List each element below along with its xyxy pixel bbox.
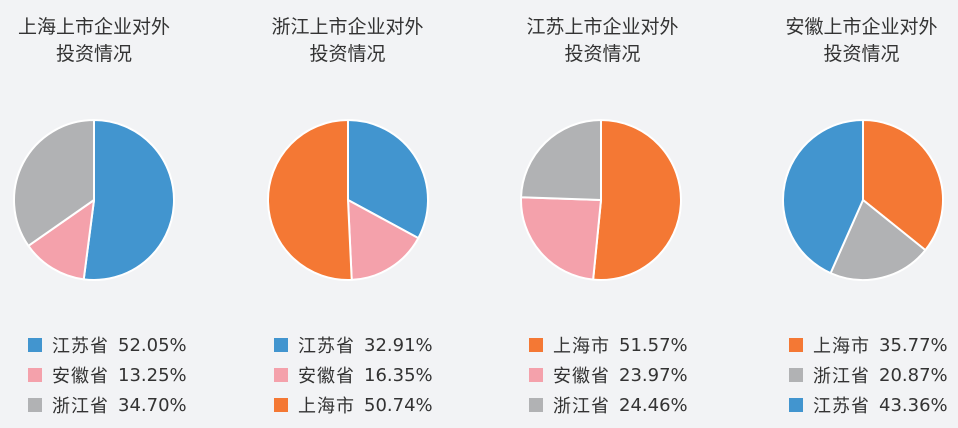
- chart-panel-zhejiang: 浙江上市企业对外 投资情况 江苏省 32.91% 安徽省 16.35% 上海市 …: [250, 0, 445, 428]
- pie-slice: [592, 119, 682, 281]
- pie-chart: [520, 119, 682, 281]
- pie-slice: [13, 119, 95, 247]
- legend-item: 安徽省 16.35%: [274, 360, 433, 390]
- chart-title-line-1: 浙江上市企业对外: [271, 16, 424, 38]
- legend-item: 上海市 35.77%: [789, 330, 948, 360]
- chart-title-line-2: 投资情况: [823, 43, 900, 65]
- chart-panel-shanghai: 上海上市企业对外 投资情况 江苏省 52.05% 安徽省 13.25% 浙江省 …: [0, 0, 188, 428]
- legend-label: 上海市: [813, 336, 870, 357]
- pie-slice: [82, 119, 175, 281]
- legend-swatch: [789, 368, 803, 382]
- chart-title-line-2: 投资情况: [55, 43, 132, 65]
- legend-value: 24.46%: [619, 394, 688, 416]
- legend-label: 浙江省: [52, 396, 109, 417]
- legend-label: 江苏省: [813, 396, 870, 417]
- legend-label: 安徽省: [52, 366, 109, 387]
- legend-item: 浙江省 34.70%: [28, 390, 187, 420]
- chart-panel-anhui: 安徽上市企业对外 投资情况 上海市 35.77% 浙江省 20.87% 江苏省 …: [765, 0, 958, 428]
- legend-value: 34.70%: [118, 394, 187, 416]
- legend: 上海市 51.57% 安徽省 23.97% 浙江省 24.46%: [529, 330, 688, 420]
- chart-panel-jiangsu: 江苏上市企业对外 投资情况 上海市 51.57% 安徽省 23.97% 浙江省 …: [505, 0, 700, 428]
- legend-swatch: [529, 368, 543, 382]
- legend-value: 50.74%: [364, 394, 433, 416]
- legend-swatch: [529, 398, 543, 412]
- legend-value: 20.87%: [879, 364, 948, 386]
- legend: 上海市 35.77% 浙江省 20.87% 江苏省 43.36%: [789, 330, 948, 420]
- pie-chart: [13, 119, 175, 281]
- legend-label: 安徽省: [553, 366, 610, 387]
- chart-title: 浙江上市企业对外 投资情况: [250, 14, 445, 68]
- legend-label: 安徽省: [298, 366, 355, 387]
- chart-title: 江苏上市企业对外 投资情况: [505, 14, 700, 68]
- legend-value: 32.91%: [364, 334, 433, 356]
- legend-value: 35.77%: [879, 334, 948, 356]
- pie-slice: [862, 119, 944, 252]
- legend-label: 上海市: [298, 396, 355, 417]
- pie-slice: [347, 119, 429, 240]
- chart-title-line-2: 投资情况: [564, 43, 641, 65]
- chart-title-line-1: 江苏上市企业对外: [526, 16, 679, 38]
- pie-chart: [782, 119, 944, 281]
- chart-title-line-1: 上海上市企业对外: [17, 16, 170, 38]
- legend-swatch: [274, 338, 288, 352]
- legend-item: 浙江省 20.87%: [789, 360, 948, 390]
- legend-item: 江苏省 43.36%: [789, 390, 948, 420]
- pie-slice: [27, 199, 95, 281]
- legend: 江苏省 52.05% 安徽省 13.25% 浙江省 34.70%: [28, 330, 187, 420]
- legend-swatch: [28, 398, 42, 412]
- chart-title: 上海上市企业对外 投资情况: [0, 14, 188, 68]
- pie-slice: [782, 119, 864, 275]
- legend-swatch: [274, 398, 288, 412]
- legend-value: 23.97%: [619, 364, 688, 386]
- legend-value: 51.57%: [619, 334, 688, 356]
- legend-label: 江苏省: [298, 336, 355, 357]
- legend-label: 浙江省: [553, 396, 610, 417]
- legend-value: 43.36%: [879, 394, 948, 416]
- legend-item: 浙江省 24.46%: [529, 390, 688, 420]
- legend-value: 13.25%: [118, 364, 187, 386]
- legend-item: 江苏省 32.91%: [274, 330, 433, 360]
- legend-swatch: [28, 368, 42, 382]
- legend-swatch: [789, 398, 803, 412]
- legend-item: 江苏省 52.05%: [28, 330, 187, 360]
- pie-chart: [267, 119, 429, 281]
- legend-label: 浙江省: [813, 366, 870, 387]
- legend-value: 16.35%: [364, 364, 433, 386]
- legend-swatch: [789, 338, 803, 352]
- legend-label: 江苏省: [52, 336, 109, 357]
- pie-slice: [520, 119, 602, 201]
- legend-item: 安徽省 13.25%: [28, 360, 187, 390]
- legend-swatch: [274, 368, 288, 382]
- legend-label: 上海市: [553, 336, 610, 357]
- legend-item: 上海市 51.57%: [529, 330, 688, 360]
- legend-swatch: [28, 338, 42, 352]
- legend-value: 52.05%: [118, 334, 187, 356]
- legend-item: 上海市 50.74%: [274, 390, 433, 420]
- legend-item: 安徽省 23.97%: [529, 360, 688, 390]
- chart-title: 安徽上市企业对外 投资情况: [765, 14, 958, 68]
- pie-slice: [520, 196, 602, 281]
- chart-title-line-1: 安徽上市企业对外: [785, 16, 938, 38]
- chart-title-line-2: 投资情况: [309, 43, 386, 65]
- legend: 江苏省 32.91% 安徽省 16.35% 上海市 50.74%: [274, 330, 433, 420]
- pie-slice: [267, 119, 353, 281]
- legend-swatch: [529, 338, 543, 352]
- pie-slice: [347, 199, 420, 281]
